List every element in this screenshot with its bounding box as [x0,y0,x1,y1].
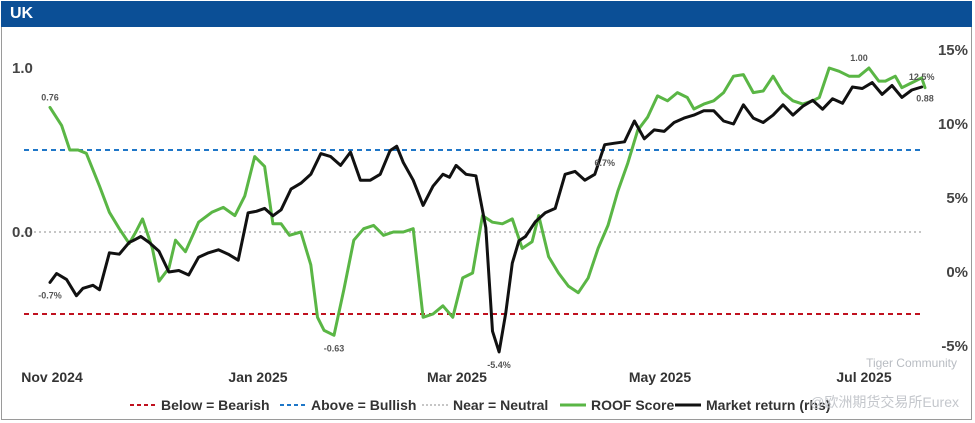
legend-item: Above = Bullish [280,397,416,413]
left-axis-tick: 0.0 [12,224,33,241]
right-axis-tick: 15% [938,42,968,59]
right-axis-tick: 5% [946,190,968,207]
legend-item: Market return (rhs) [675,397,830,413]
data-label: 6.7% [594,158,615,168]
legend-label: Market return (rhs) [706,397,830,413]
legend-item: ROOF Score [560,397,674,413]
legend-label: Below = Bearish [161,397,270,413]
data-label: 12.5% [909,72,935,82]
x-axis-tick: Jul 2025 [836,369,891,385]
x-axis-tick: Jan 2025 [228,369,287,385]
chart-title: UK [10,5,34,22]
legend-item: Below = Bearish [130,397,270,413]
data-label: 0.88 [916,94,934,104]
legend: Below = Bearish Above = Bullish Near = Neu… [130,397,830,413]
data-label: -0.63 [324,343,345,353]
x-axis-tick: Mar 2025 [427,369,487,385]
right-axis-tick: 0% [946,264,968,281]
data-label: 0.76 [41,92,59,102]
x-axis-tick: Nov 2024 [21,369,83,385]
roof-score-line [48,66,927,337]
left-axis-tick: 1.0 [12,60,33,77]
title-bar: UK [1,1,972,27]
right-axis-tick: 10% [938,116,968,133]
legend-item: Near = Neutral [422,397,548,413]
x-axis-tick: May 2025 [629,369,691,385]
watermark-source: @欧洲期货交易所Eurex [810,394,959,410]
legend-label: Above = Bullish [311,397,416,413]
data-label: -5.4% [487,360,511,370]
market-return-line [48,81,924,354]
legend-label: Near = Neutral [453,397,548,413]
watermark-community: Tiger Community [866,356,957,370]
right-axis-tick: -5% [941,338,968,355]
data-label: 1.00 [850,53,868,63]
data-label: -0.7% [38,290,62,300]
legend-label: ROOF Score [591,397,674,413]
